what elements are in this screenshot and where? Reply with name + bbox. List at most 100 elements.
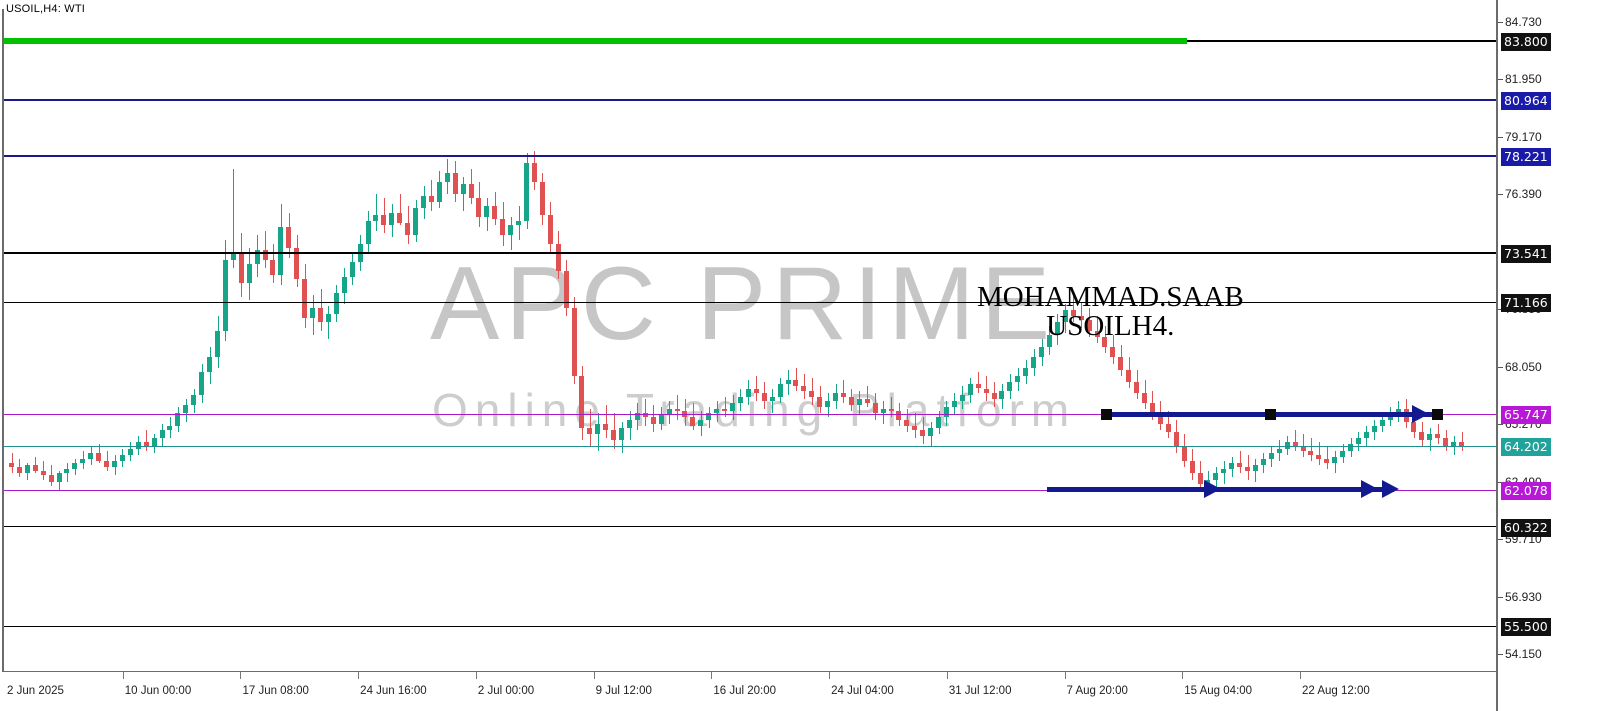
price-axis[interactable]: 84.73081.95079.17076.39070.85068.05065.2… [1496, 0, 1600, 711]
price-tag-black[interactable]: 73.541 [1501, 245, 1551, 264]
candle-body [444, 173, 450, 182]
price-tag-black[interactable]: 83.800 [1501, 32, 1551, 51]
price-tag-blue[interactable]: 78.221 [1501, 148, 1551, 167]
candle-body [714, 409, 720, 414]
candle-body [547, 214, 553, 244]
annotation-handle[interactable] [1264, 408, 1276, 420]
candle-wick [589, 409, 591, 447]
annotation-arrow-line[interactable] [1047, 486, 1237, 492]
candle-wick [146, 429, 148, 451]
price-level-line-level-magenta-upper[interactable] [4, 413, 1496, 416]
candle-body [56, 473, 62, 482]
time-tick-label: 7 Aug 20:00 [1066, 685, 1128, 697]
candle-body [1134, 382, 1140, 393]
price-level-line-level-black-71[interactable] [4, 301, 1496, 304]
price-level-line-level-magenta-lower[interactable] [4, 489, 1496, 492]
candle-body [888, 409, 894, 412]
annotation-handle[interactable] [1431, 408, 1443, 420]
price-tag-black[interactable]: 55.500 [1501, 618, 1551, 637]
candle-wick [1295, 429, 1297, 451]
account-name: MOHAMMAD.SAAB [977, 281, 1244, 313]
time-tick-label: 22 Aug 12:00 [1302, 685, 1370, 697]
candle-body [1102, 336, 1108, 348]
candle-body [1237, 463, 1243, 468]
price-tag-magenta[interactable]: 62.078 [1501, 482, 1551, 501]
price-tick-mark [1498, 21, 1503, 23]
candle-body [32, 465, 38, 472]
candle-wick [11, 452, 13, 474]
candle-body [825, 400, 831, 408]
candle-body [294, 247, 300, 279]
candle-body [706, 413, 712, 420]
candle-body [421, 196, 427, 209]
candle-body [1268, 452, 1274, 459]
candle-body [286, 227, 292, 248]
candle-body [9, 463, 14, 468]
candle-body [1379, 419, 1385, 426]
candle-body [96, 452, 102, 461]
candle-body [349, 262, 355, 277]
candle-body [1363, 431, 1369, 439]
time-tick-mark [829, 672, 831, 679]
candle-body [104, 460, 110, 468]
price-tick-label: 56.930 [1505, 589, 1542, 604]
price-level-line-level-black-55[interactable] [4, 625, 1496, 628]
candle-body [769, 396, 775, 401]
candle-body [1149, 402, 1155, 414]
time-tick-label: 17 Jun 08:00 [242, 685, 309, 697]
candle-wick [1081, 301, 1083, 329]
candle-body [666, 409, 672, 416]
candle-body [999, 390, 1005, 399]
candle-body [539, 181, 545, 215]
candle-body [199, 371, 205, 395]
candle-body [1443, 438, 1449, 447]
candle-body [1165, 423, 1171, 432]
price-level-line-resistance-navy-upper[interactable] [4, 98, 1496, 101]
price-level-line-green[interactable] [4, 37, 1187, 44]
annotation-arrow-line[interactable] [1237, 486, 1394, 492]
price-tick-mark [1498, 424, 1503, 426]
candle-body [1213, 473, 1219, 480]
candle-body [1395, 409, 1401, 414]
candle-body [302, 278, 308, 319]
time-tick-mark [358, 672, 360, 679]
price-tag-blue[interactable]: 80.964 [1501, 91, 1551, 110]
candle-body [365, 220, 371, 244]
candle-body [48, 475, 54, 482]
candle-body [381, 214, 387, 226]
annotation-arrowhead[interactable] [1412, 405, 1429, 424]
candle-body [389, 212, 395, 226]
candle-body [1031, 357, 1037, 368]
candle-body [856, 398, 862, 406]
annotation-arrowhead[interactable] [1361, 480, 1378, 499]
price-tag-black[interactable]: 60.322 [1501, 518, 1551, 537]
candle-body [531, 162, 537, 182]
time-axis[interactable]: 2 Jun 2025 10 Jun 00:00 17 Jun 08:00 24 Jun… [0, 672, 1496, 711]
candle-body [1276, 448, 1282, 453]
annotation-arrowhead[interactable] [1382, 480, 1399, 499]
candle-body [1221, 469, 1227, 474]
chart-plot-area[interactable] [2, 9, 1496, 672]
price-level-line-resistance-navy-lower[interactable] [4, 155, 1496, 158]
candle-body [318, 307, 324, 323]
annotation-arrowhead[interactable] [1204, 480, 1221, 499]
time-tick-label: 15 Aug 04:00 [1184, 685, 1253, 697]
time-tick-mark [1300, 672, 1301, 679]
candle-wick [772, 388, 774, 414]
candle-body [880, 409, 886, 414]
candle-body [761, 392, 767, 401]
price-level-line-current-price[interactable] [4, 445, 1496, 447]
candle-body [230, 254, 236, 261]
account-symbol: USOILH4. [1046, 310, 1175, 342]
candle-body [1348, 444, 1354, 451]
price-tag-magenta[interactable]: 65.747 [1501, 406, 1551, 425]
price-level-line-level-black-73[interactable] [4, 252, 1496, 254]
price-level-line-level-black-60[interactable] [4, 525, 1496, 528]
candle-body [1157, 413, 1163, 424]
candle-body [1189, 460, 1195, 474]
candle-body [627, 419, 633, 428]
annotation-handle[interactable] [1100, 408, 1112, 420]
price-tag-teal[interactable]: 64.202 [1501, 438, 1551, 457]
price-tag-black[interactable]: 71.166 [1501, 294, 1551, 313]
time-tick-mark [122, 672, 124, 679]
